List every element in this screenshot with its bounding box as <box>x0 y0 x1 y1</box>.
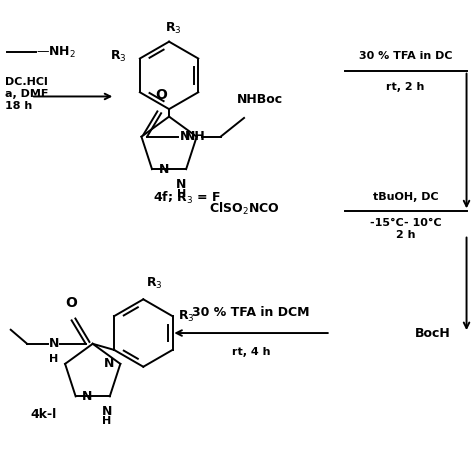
Text: rt, 2 h: rt, 2 h <box>386 82 425 92</box>
Text: N: N <box>176 178 187 191</box>
Text: —NH$_2$: —NH$_2$ <box>36 45 75 60</box>
Text: O: O <box>66 296 78 310</box>
Text: NHBoc: NHBoc <box>237 93 283 106</box>
Text: H: H <box>102 416 111 426</box>
Text: R$_3$: R$_3$ <box>146 276 162 291</box>
Text: tBuOH, DC: tBuOH, DC <box>373 192 438 202</box>
Text: O: O <box>155 88 167 101</box>
Text: ClSO$_2$NCO: ClSO$_2$NCO <box>209 201 280 217</box>
Text: BocH: BocH <box>415 327 451 339</box>
Text: H: H <box>177 189 186 199</box>
Text: N: N <box>158 163 169 176</box>
Text: 2 h: 2 h <box>396 230 415 240</box>
Text: -15°C- 10°C: -15°C- 10°C <box>370 218 441 228</box>
Text: N: N <box>82 390 92 403</box>
Text: N: N <box>103 357 114 370</box>
Text: N: N <box>102 405 112 418</box>
Text: NH: NH <box>184 130 205 143</box>
Text: 30 % TFA in DCM: 30 % TFA in DCM <box>192 306 310 319</box>
Text: N: N <box>180 130 190 143</box>
Text: N: N <box>49 337 59 350</box>
Text: R$_3$: R$_3$ <box>165 21 182 36</box>
Text: R$_3$: R$_3$ <box>110 49 127 64</box>
Text: H: H <box>49 354 58 364</box>
Text: 4f; R$_3$ = F: 4f; R$_3$ = F <box>153 190 220 206</box>
Text: R$_3$: R$_3$ <box>178 309 195 324</box>
Text: rt, 4 h: rt, 4 h <box>232 347 270 357</box>
Text: a, DMF: a, DMF <box>5 89 48 99</box>
Text: 30 % TFA in DC: 30 % TFA in DC <box>359 51 452 61</box>
Text: 18 h: 18 h <box>5 101 32 111</box>
Text: DC.HCl: DC.HCl <box>5 77 48 87</box>
Text: 4k-l: 4k-l <box>31 408 57 421</box>
